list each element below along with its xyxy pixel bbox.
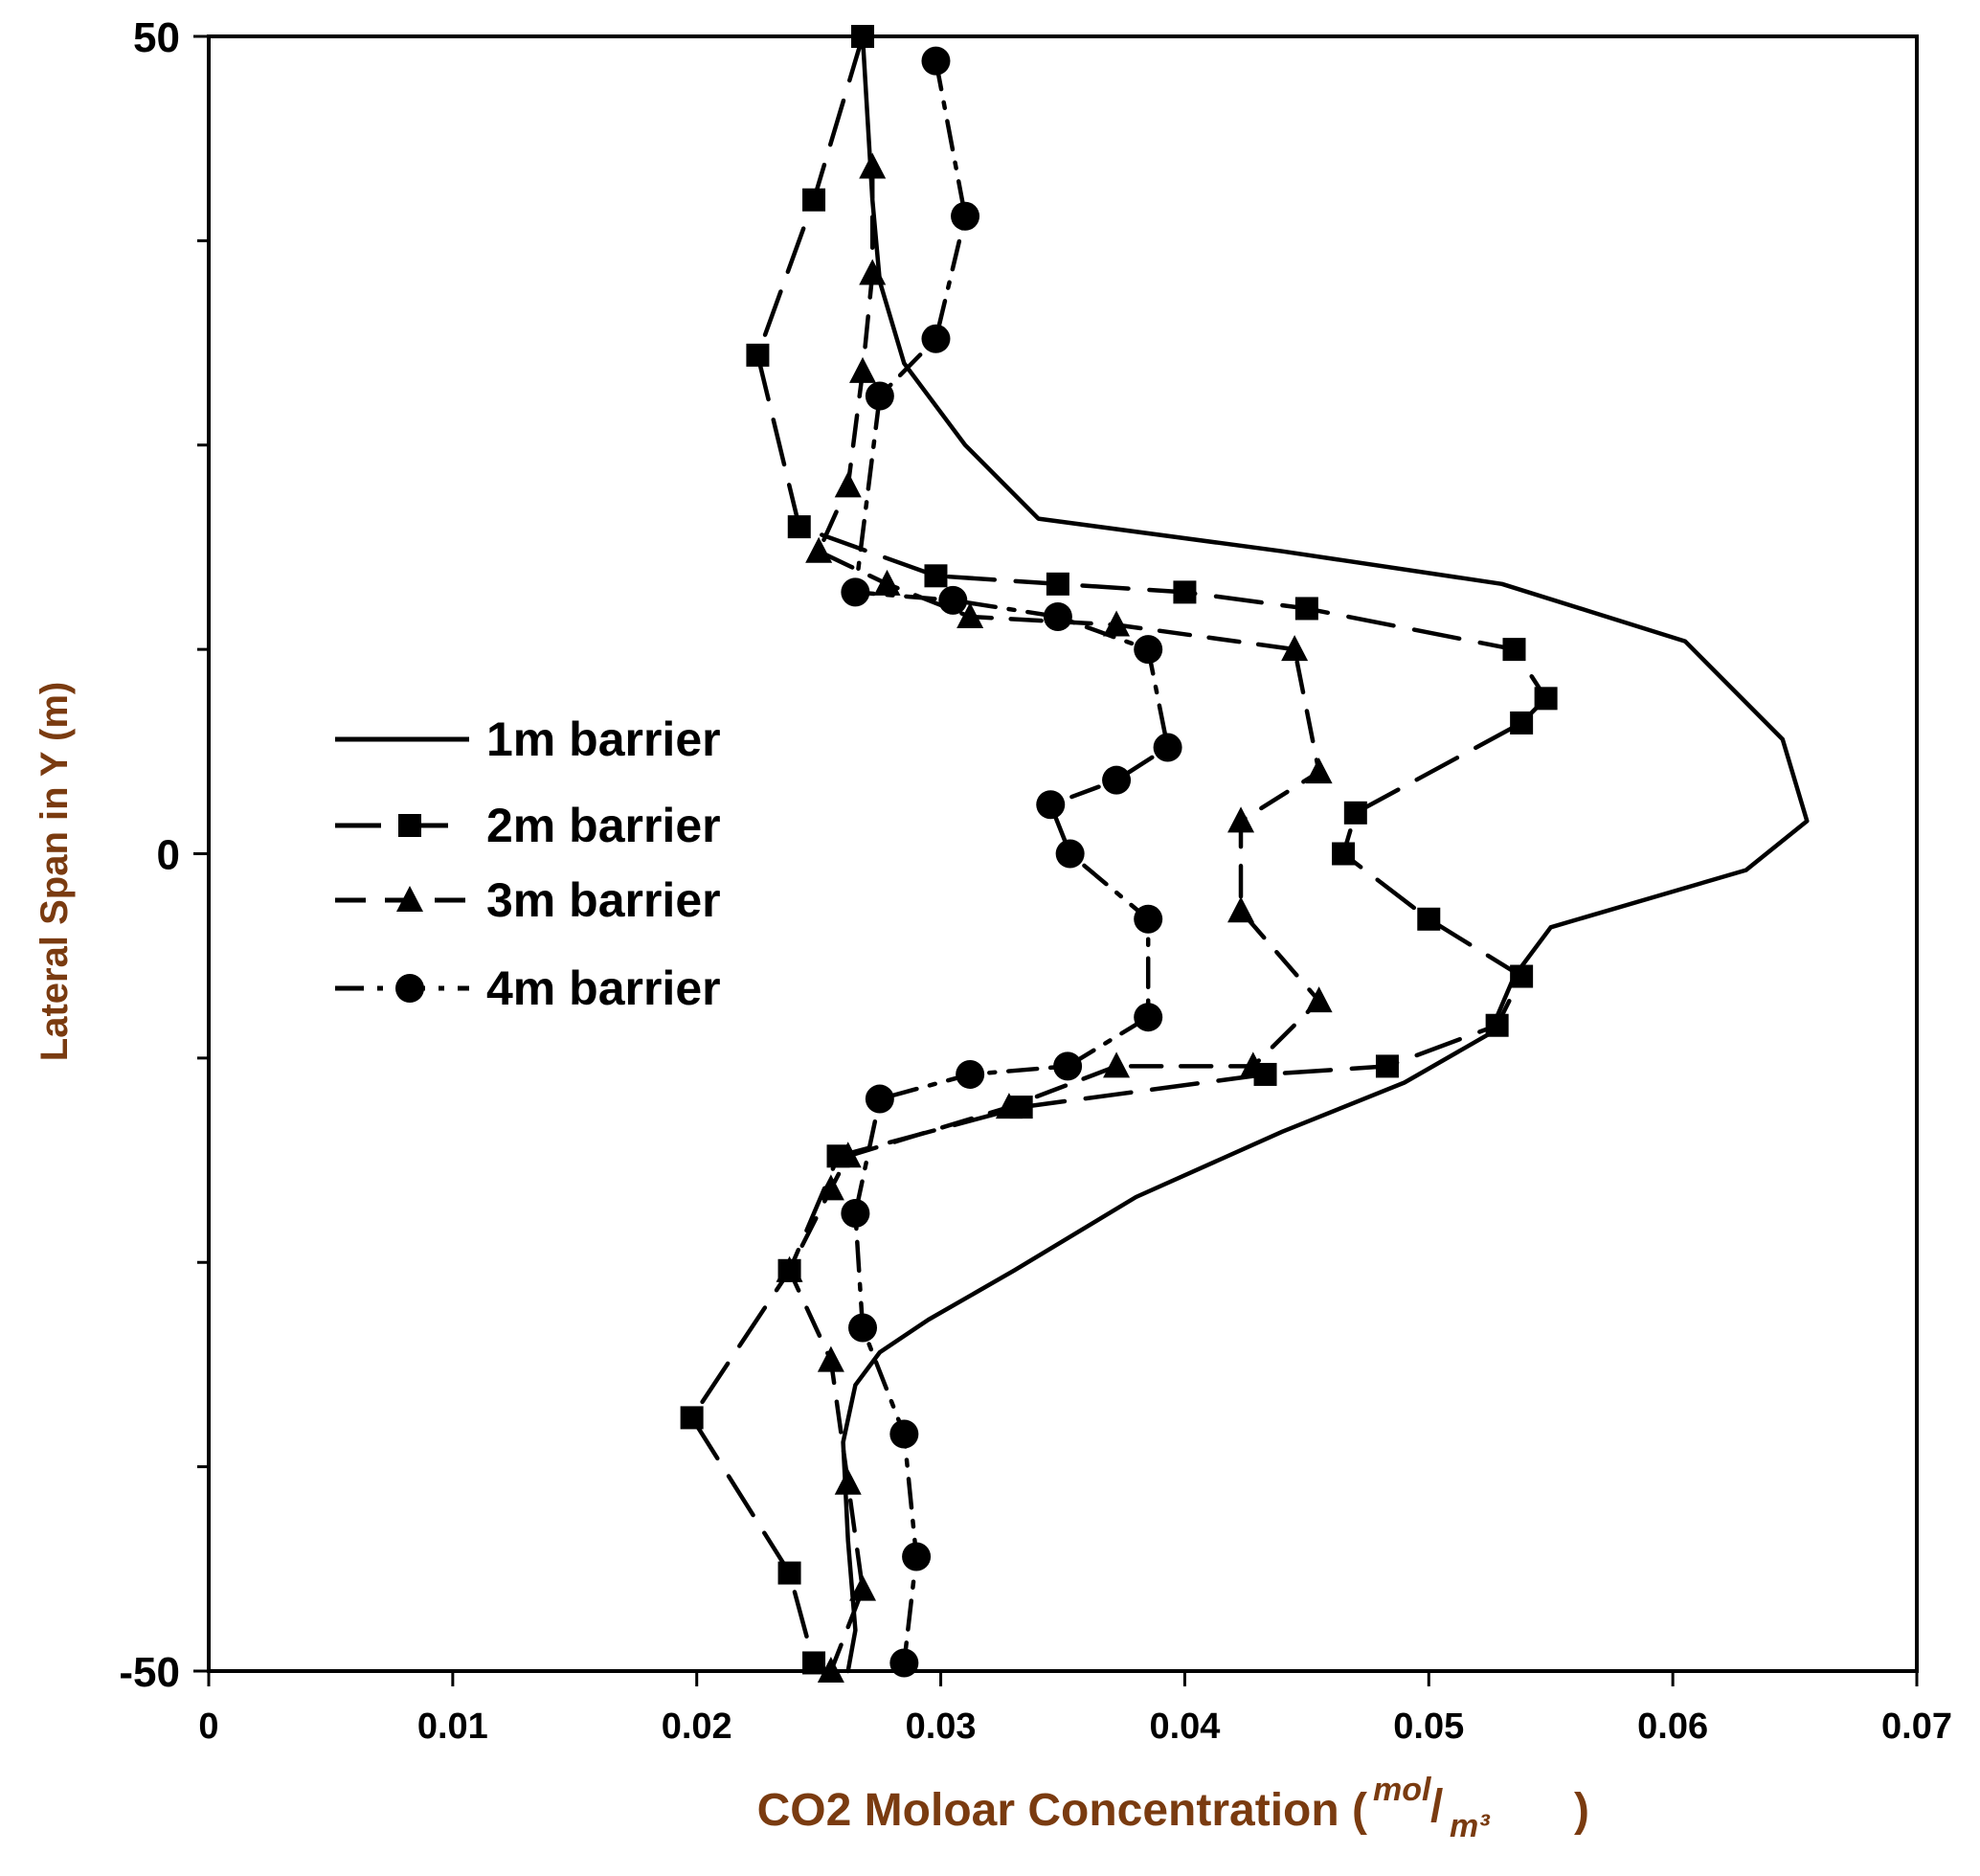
data-point-4m-barrier xyxy=(841,1199,870,1229)
legend-marker-4m-barrier xyxy=(395,974,424,1003)
data-point-2m-barrier xyxy=(1173,580,1197,604)
data-point-2m-barrier xyxy=(1332,842,1356,866)
data-point-3m-barrier xyxy=(1227,806,1255,833)
legend-marker-2m-barrier xyxy=(398,814,421,837)
data-point-2m-barrier xyxy=(1294,597,1318,621)
x-tick-label: 0.01 xyxy=(417,1706,488,1747)
data-point-2m-barrier xyxy=(924,564,948,588)
data-point-4m-barrier xyxy=(938,585,968,615)
legend-label-2m-barrier: 2m barrier xyxy=(486,799,721,852)
data-point-2m-barrier xyxy=(1343,801,1367,825)
data-point-4m-barrier xyxy=(889,1419,919,1449)
series-line-4m-barrier xyxy=(853,58,1170,1665)
legend-label-1m-barrier: 1m barrier xyxy=(486,712,721,766)
data-point-4m-barrier xyxy=(1036,790,1066,820)
data-point-2m-barrier xyxy=(1534,687,1558,711)
data-point-2m-barrier xyxy=(851,25,875,48)
data-point-2m-barrier xyxy=(787,515,811,539)
data-point-2m-barrier xyxy=(1375,1054,1399,1078)
data-point-3m-barrier xyxy=(1305,986,1333,1013)
data-point-4m-barrier xyxy=(951,201,980,231)
data-point-3m-barrier xyxy=(873,569,901,596)
data-point-3m-barrier xyxy=(956,601,984,628)
data-point-3m-barrier xyxy=(1103,610,1131,637)
data-point-2m-barrier xyxy=(1485,1013,1509,1037)
data-point-3m-barrier xyxy=(817,1174,844,1201)
x-axis-label-close: ) xyxy=(1574,1785,1589,1836)
x-axis-unit-slash: / xyxy=(1430,1781,1443,1832)
data-point-3m-barrier xyxy=(1281,635,1309,662)
data-point-3m-barrier xyxy=(834,1141,862,1168)
x-axis-label: CO2 Moloar Concentration ( xyxy=(757,1785,1367,1836)
data-point-3m-barrier xyxy=(776,1255,803,1282)
x-tick-label: 0.07 xyxy=(1881,1706,1952,1747)
series-line-3m-barrier xyxy=(787,165,1321,1674)
data-point-3m-barrier xyxy=(1227,896,1255,923)
x-axis-unit-denominator: m³ xyxy=(1450,1808,1491,1844)
y-tick-label: -50 xyxy=(119,1649,180,1696)
legend-label-3m-barrier: 3m barrier xyxy=(486,873,721,927)
data-point-2m-barrier xyxy=(746,343,770,367)
data-point-2m-barrier xyxy=(1417,907,1441,931)
data-point-3m-barrier xyxy=(817,1345,844,1372)
legend-label-4m-barrier: 4m barrier xyxy=(486,961,721,1015)
y-axis-label: Lateral Span in Y (m) xyxy=(34,682,76,1061)
legend-marker-3m-barrier xyxy=(396,886,423,912)
x-tick-label: 0.03 xyxy=(906,1706,977,1747)
y-tick-label: 0 xyxy=(157,832,180,879)
data-point-4m-barrier xyxy=(889,1648,919,1678)
data-point-4m-barrier xyxy=(865,381,894,411)
data-point-4m-barrier xyxy=(841,577,870,607)
data-point-2m-barrier xyxy=(802,188,826,212)
x-tick-label: 0.05 xyxy=(1393,1706,1464,1747)
x-tick-label: 0.02 xyxy=(662,1706,732,1747)
data-point-2m-barrier xyxy=(1510,711,1534,735)
data-point-2m-barrier xyxy=(777,1561,801,1585)
data-point-4m-barrier xyxy=(1102,765,1132,795)
data-point-3m-barrier xyxy=(995,1093,1023,1119)
data-point-2m-barrier xyxy=(1046,572,1069,596)
x-tick-label: 0.04 xyxy=(1149,1706,1220,1747)
data-point-3m-barrier xyxy=(859,259,887,285)
data-point-4m-barrier xyxy=(1053,1051,1083,1081)
data-point-4m-barrier xyxy=(921,324,951,353)
data-point-4m-barrier xyxy=(921,46,951,76)
x-tick-label: 0 xyxy=(198,1706,218,1747)
data-point-3m-barrier xyxy=(849,356,877,383)
data-point-3m-barrier xyxy=(849,1574,877,1601)
data-point-4m-barrier xyxy=(848,1313,878,1343)
data-point-4m-barrier xyxy=(865,1084,894,1114)
data-point-3m-barrier xyxy=(817,1657,844,1683)
data-point-4m-barrier xyxy=(1153,733,1182,762)
data-point-3m-barrier xyxy=(834,1468,862,1495)
data-point-2m-barrier xyxy=(1502,638,1526,662)
x-axis-unit-numerator: mol xyxy=(1373,1772,1432,1808)
series-line-2m-barrier xyxy=(689,34,1548,1665)
data-point-3m-barrier xyxy=(805,536,833,563)
data-point-3m-barrier xyxy=(859,152,887,179)
data-point-4m-barrier xyxy=(902,1542,932,1571)
data-point-4m-barrier xyxy=(1134,904,1163,934)
data-point-3m-barrier xyxy=(1305,757,1333,784)
series-line-1m-barrier xyxy=(841,34,1810,1674)
data-point-4m-barrier xyxy=(1134,635,1163,665)
data-point-2m-barrier xyxy=(1510,964,1534,988)
y-tick-label: 50 xyxy=(133,14,180,61)
data-point-4m-barrier xyxy=(956,1059,985,1089)
data-point-4m-barrier xyxy=(1043,601,1072,631)
data-point-2m-barrier xyxy=(680,1406,704,1430)
data-point-2m-barrier xyxy=(802,1651,826,1675)
data-point-4m-barrier xyxy=(1134,1003,1163,1032)
x-tick-label: 0.06 xyxy=(1637,1706,1708,1747)
data-point-3m-barrier xyxy=(1239,1051,1267,1078)
data-point-4m-barrier xyxy=(1055,839,1085,869)
data-point-3m-barrier xyxy=(834,471,862,498)
data-point-3m-barrier xyxy=(1103,1051,1131,1078)
